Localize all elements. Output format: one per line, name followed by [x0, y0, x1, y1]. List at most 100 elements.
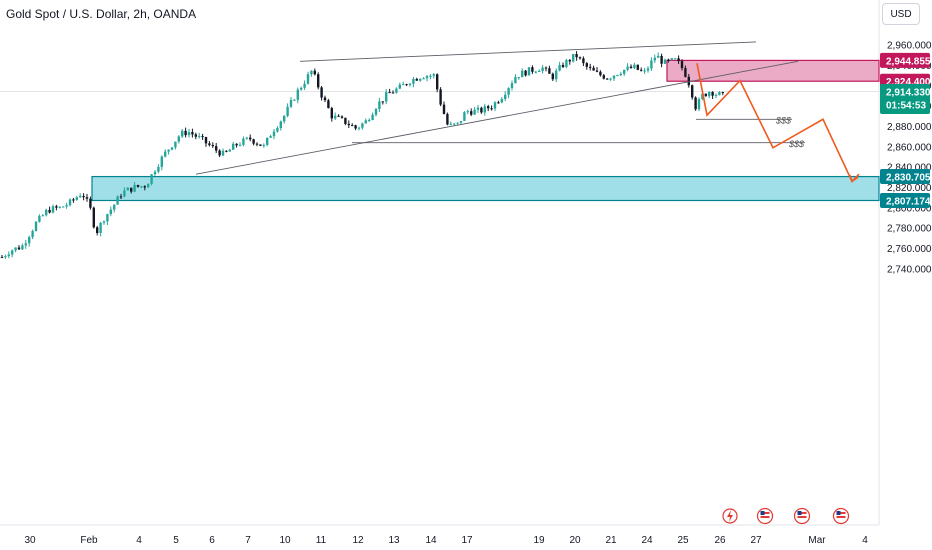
candle-body — [89, 198, 92, 208]
price-tick-label: 2,740.000 — [887, 264, 932, 275]
flag-canton — [760, 511, 765, 515]
candle-body — [28, 237, 31, 244]
candle-body — [466, 111, 469, 113]
candle-body — [449, 123, 452, 125]
candle-body — [534, 71, 537, 73]
candle-body — [24, 243, 27, 246]
candle-body — [143, 186, 146, 188]
candle-body — [582, 58, 585, 64]
date-tick-label: 20 — [569, 535, 581, 546]
candle-body — [92, 207, 95, 228]
candle-body — [204, 137, 208, 144]
candle-body — [126, 187, 129, 191]
candle-body — [48, 209, 51, 213]
liquidity-label: $$$ — [775, 115, 792, 125]
candle-body — [242, 138, 245, 145]
last-price-badge-label: 01:54:53 — [886, 100, 926, 111]
candle-body — [565, 60, 568, 67]
candle-body — [344, 117, 347, 124]
candle-body — [357, 127, 361, 129]
candle-body — [351, 125, 354, 127]
candle-body — [293, 99, 296, 101]
candle-body — [497, 102, 500, 104]
candle-body — [75, 197, 78, 200]
candle-body — [385, 92, 388, 102]
candle-body — [340, 116, 344, 118]
candle-body — [286, 106, 289, 116]
candle-body — [521, 70, 524, 78]
candle-body — [371, 114, 374, 120]
candle-body — [592, 67, 595, 71]
date-tick-label: 19 — [533, 535, 545, 546]
candle-body — [123, 190, 126, 197]
candle-body — [374, 108, 378, 115]
candle-body — [364, 120, 367, 124]
candle-body — [245, 137, 248, 139]
candle-body — [160, 156, 163, 167]
candle-body — [402, 84, 405, 86]
candle-body — [555, 70, 558, 80]
candle-body — [388, 92, 391, 94]
candle-body — [133, 184, 136, 192]
date-tick-label: 4 — [136, 535, 142, 546]
candle-body — [317, 74, 320, 88]
candle-body — [272, 131, 276, 137]
chart-title: Gold Spot / U.S. Dollar, 2h, OANDA — [6, 7, 197, 21]
date-tick-label: 13 — [388, 535, 400, 546]
flag-stripe — [797, 516, 807, 518]
candle-body — [436, 74, 439, 90]
candle-body — [575, 54, 578, 58]
candle-body — [7, 254, 10, 257]
candle-body — [96, 227, 99, 233]
candle-body — [602, 75, 605, 79]
candle-body — [157, 166, 160, 172]
demand-bottom-badge — [880, 193, 930, 209]
flag-stripe — [760, 512, 770, 514]
candle-body — [643, 70, 646, 72]
candle-body — [136, 184, 140, 187]
candle-body — [174, 141, 177, 148]
candle-body — [31, 230, 34, 238]
candle-body — [184, 130, 187, 136]
date-tick-label: 6 — [209, 535, 215, 546]
candle-body — [361, 123, 364, 128]
candle-body — [640, 69, 643, 71]
candle-body — [198, 136, 201, 138]
candle-body — [599, 71, 602, 76]
candle-body — [463, 112, 466, 121]
candle-body — [58, 206, 61, 208]
candle-body — [585, 63, 588, 67]
flag-stripe — [836, 512, 846, 514]
candle-body — [493, 102, 497, 109]
date-tick-label: 26 — [714, 535, 726, 546]
candle-body — [660, 55, 663, 64]
currency-button[interactable]: USD — [882, 3, 920, 25]
candle-body — [323, 97, 327, 101]
candle-body — [568, 60, 571, 62]
candle-body — [408, 83, 412, 85]
candle-body — [378, 101, 381, 109]
candle-body — [150, 174, 153, 184]
candle-body — [453, 123, 456, 125]
candle-body — [680, 61, 684, 69]
candle-body — [510, 83, 514, 89]
candle-body — [65, 205, 68, 207]
candle-body — [201, 136, 204, 138]
candle-body — [34, 221, 38, 231]
candle-body — [187, 132, 191, 136]
candle-body — [670, 58, 673, 61]
candle-body — [578, 57, 582, 59]
wedge-lower-line — [195, 60, 799, 175]
candle-body — [646, 68, 650, 71]
candle-body — [616, 75, 619, 77]
candle-body — [473, 109, 476, 115]
candle-body — [303, 83, 306, 88]
candle-body — [415, 78, 418, 81]
candle-body — [320, 87, 323, 98]
candle-body — [687, 76, 690, 86]
candle-body — [41, 215, 44, 217]
price-tick-label: 2,960.000 — [887, 41, 932, 52]
date-tick-label: 27 — [750, 535, 762, 546]
candle-body — [313, 70, 316, 75]
